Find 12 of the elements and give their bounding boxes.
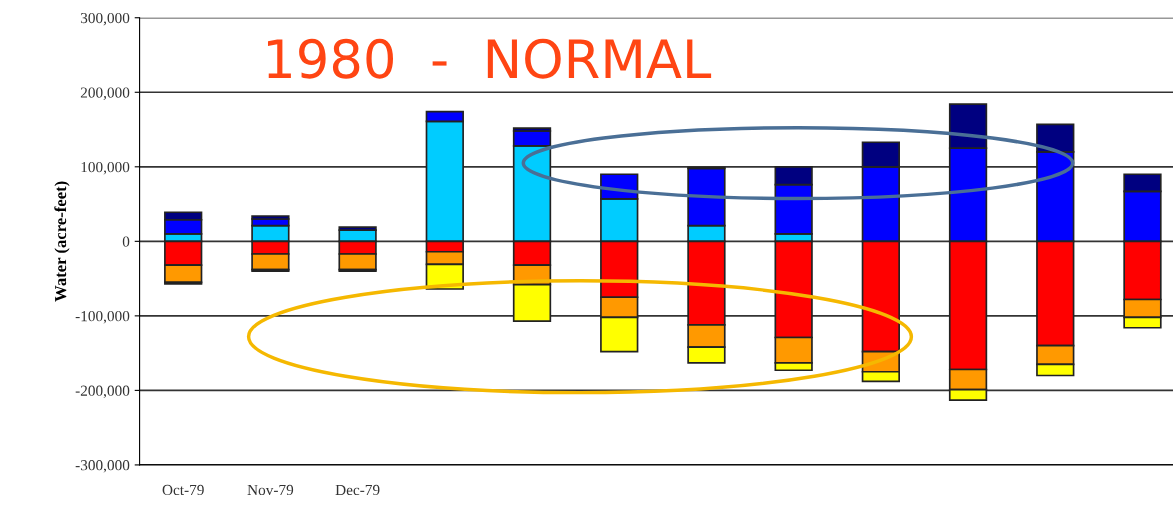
chart-title: 1980 - NORMAL <box>267 38 712 79</box>
x-tick-label: Dec-79 <box>335 484 380 496</box>
y-tick-label: 100,000 <box>81 161 130 175</box>
y-tick-label: 200,000 <box>80 87 130 100</box>
x-tick-label: Oct-79 <box>162 484 204 496</box>
y-tick-label: -100,000 <box>75 311 130 324</box>
y-tick-label: 0 <box>122 236 130 247</box>
y-axis-title: Water (acre-feet) <box>54 181 70 302</box>
y-tick-label: -200,000 <box>75 385 130 399</box>
y-tick-label: -300,000 <box>75 460 130 473</box>
y-tick-label: 300,000 <box>80 12 130 26</box>
x-tick-label: Nov-79 <box>247 484 294 496</box>
